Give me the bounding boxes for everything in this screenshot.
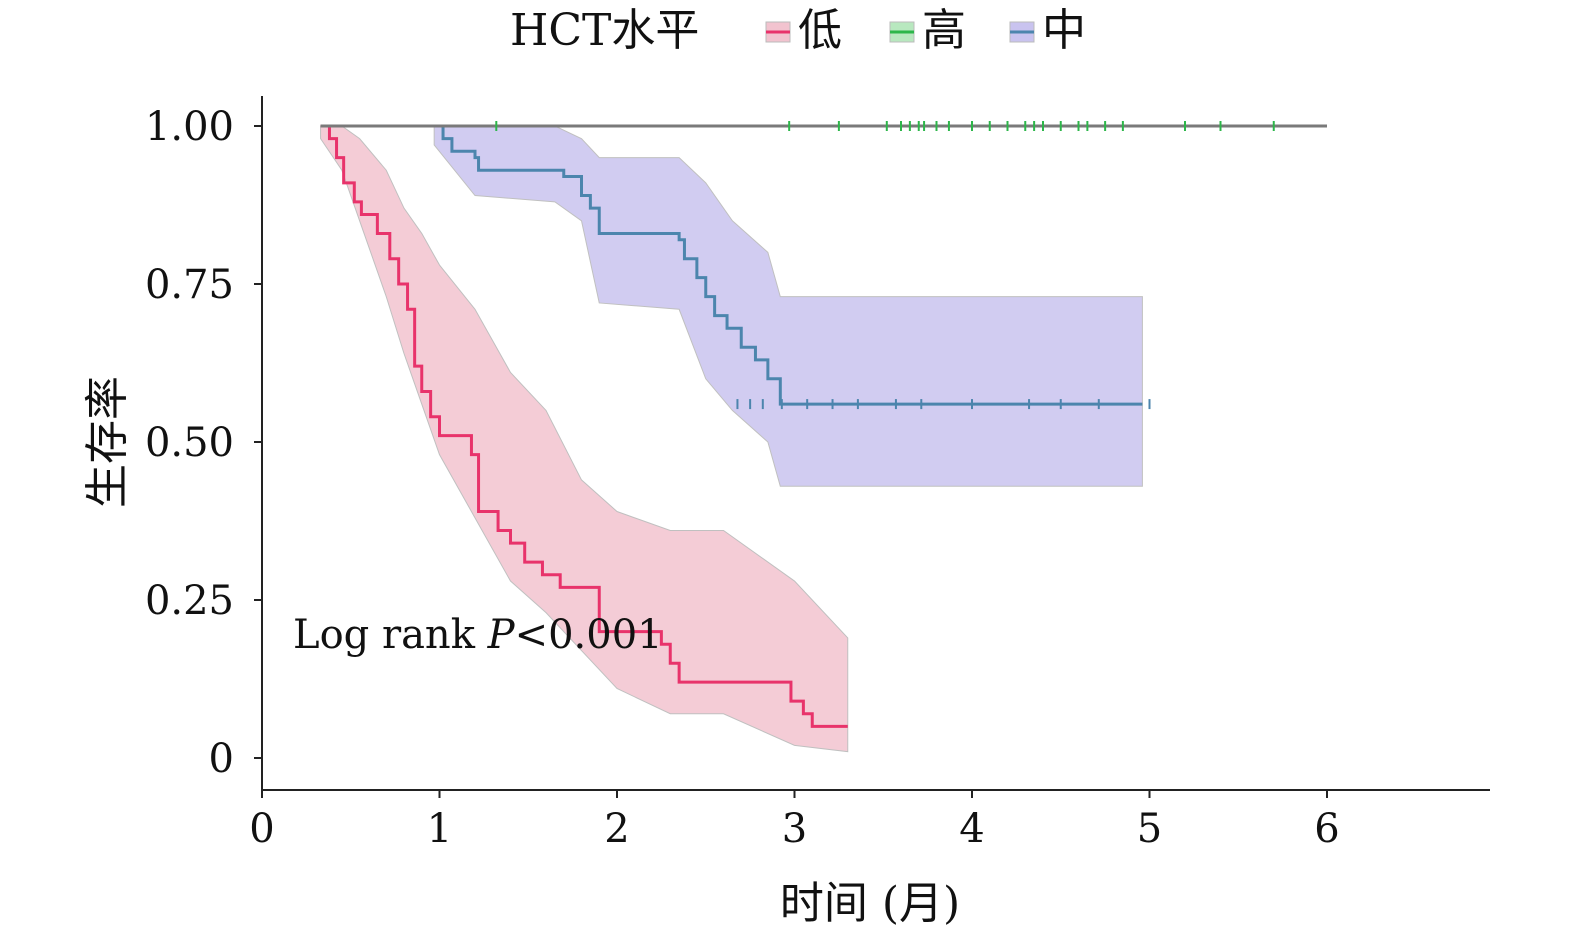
band-low bbox=[320, 125, 849, 753]
y-tick-label: 0.50 bbox=[145, 420, 234, 466]
x-tick-label: 4 bbox=[959, 806, 984, 852]
x-tick-label: 3 bbox=[782, 806, 807, 852]
legend-entry-mid: 中 bbox=[1009, 5, 1086, 56]
legend-label: 低 bbox=[798, 5, 842, 56]
y-tick-label: 0.75 bbox=[145, 262, 234, 308]
legend-entry-high: 高 bbox=[889, 5, 966, 56]
band-mid bbox=[433, 125, 1143, 487]
x-axis-title: 时间 (月) bbox=[780, 878, 960, 929]
x-tick-label: 5 bbox=[1137, 806, 1162, 852]
survival-curves bbox=[320, 124, 1327, 728]
legend-entry-low: 低 bbox=[765, 5, 842, 56]
logrank-annotation: Log rank P<0.001 bbox=[293, 612, 663, 658]
x-tick-label: 2 bbox=[604, 806, 629, 852]
y-tick-label: 0.25 bbox=[145, 578, 234, 624]
legend: HCT水平 低 高 中 bbox=[510, 5, 1086, 56]
legend-label: 中 bbox=[1042, 5, 1086, 56]
x-tick-label: 6 bbox=[1314, 806, 1339, 852]
legend-title: HCT水平 bbox=[510, 5, 699, 56]
logrank-p: P bbox=[487, 612, 516, 658]
curve-mid bbox=[434, 124, 1143, 406]
x-tick-label: 1 bbox=[427, 806, 452, 852]
y-tick-label: 1.00 bbox=[145, 104, 234, 150]
logrank-suffix: <0.001 bbox=[515, 612, 663, 658]
x-tick-label: 0 bbox=[249, 806, 274, 852]
legend-entries: 低高中 bbox=[765, 5, 1086, 56]
legend-label: 高 bbox=[922, 5, 966, 56]
logrank-prefix: Log rank bbox=[293, 612, 488, 658]
axes: 0 0.25 0.50 0.75 1.00 0 1 2 3 4 5 6 bbox=[145, 96, 1490, 852]
y-axis-title: 生存率 bbox=[82, 376, 133, 508]
y-tick-label: 0 bbox=[209, 736, 234, 782]
confidence-bands bbox=[320, 125, 1143, 753]
curve-low bbox=[320, 124, 848, 728]
censor-marks bbox=[495, 121, 1275, 410]
